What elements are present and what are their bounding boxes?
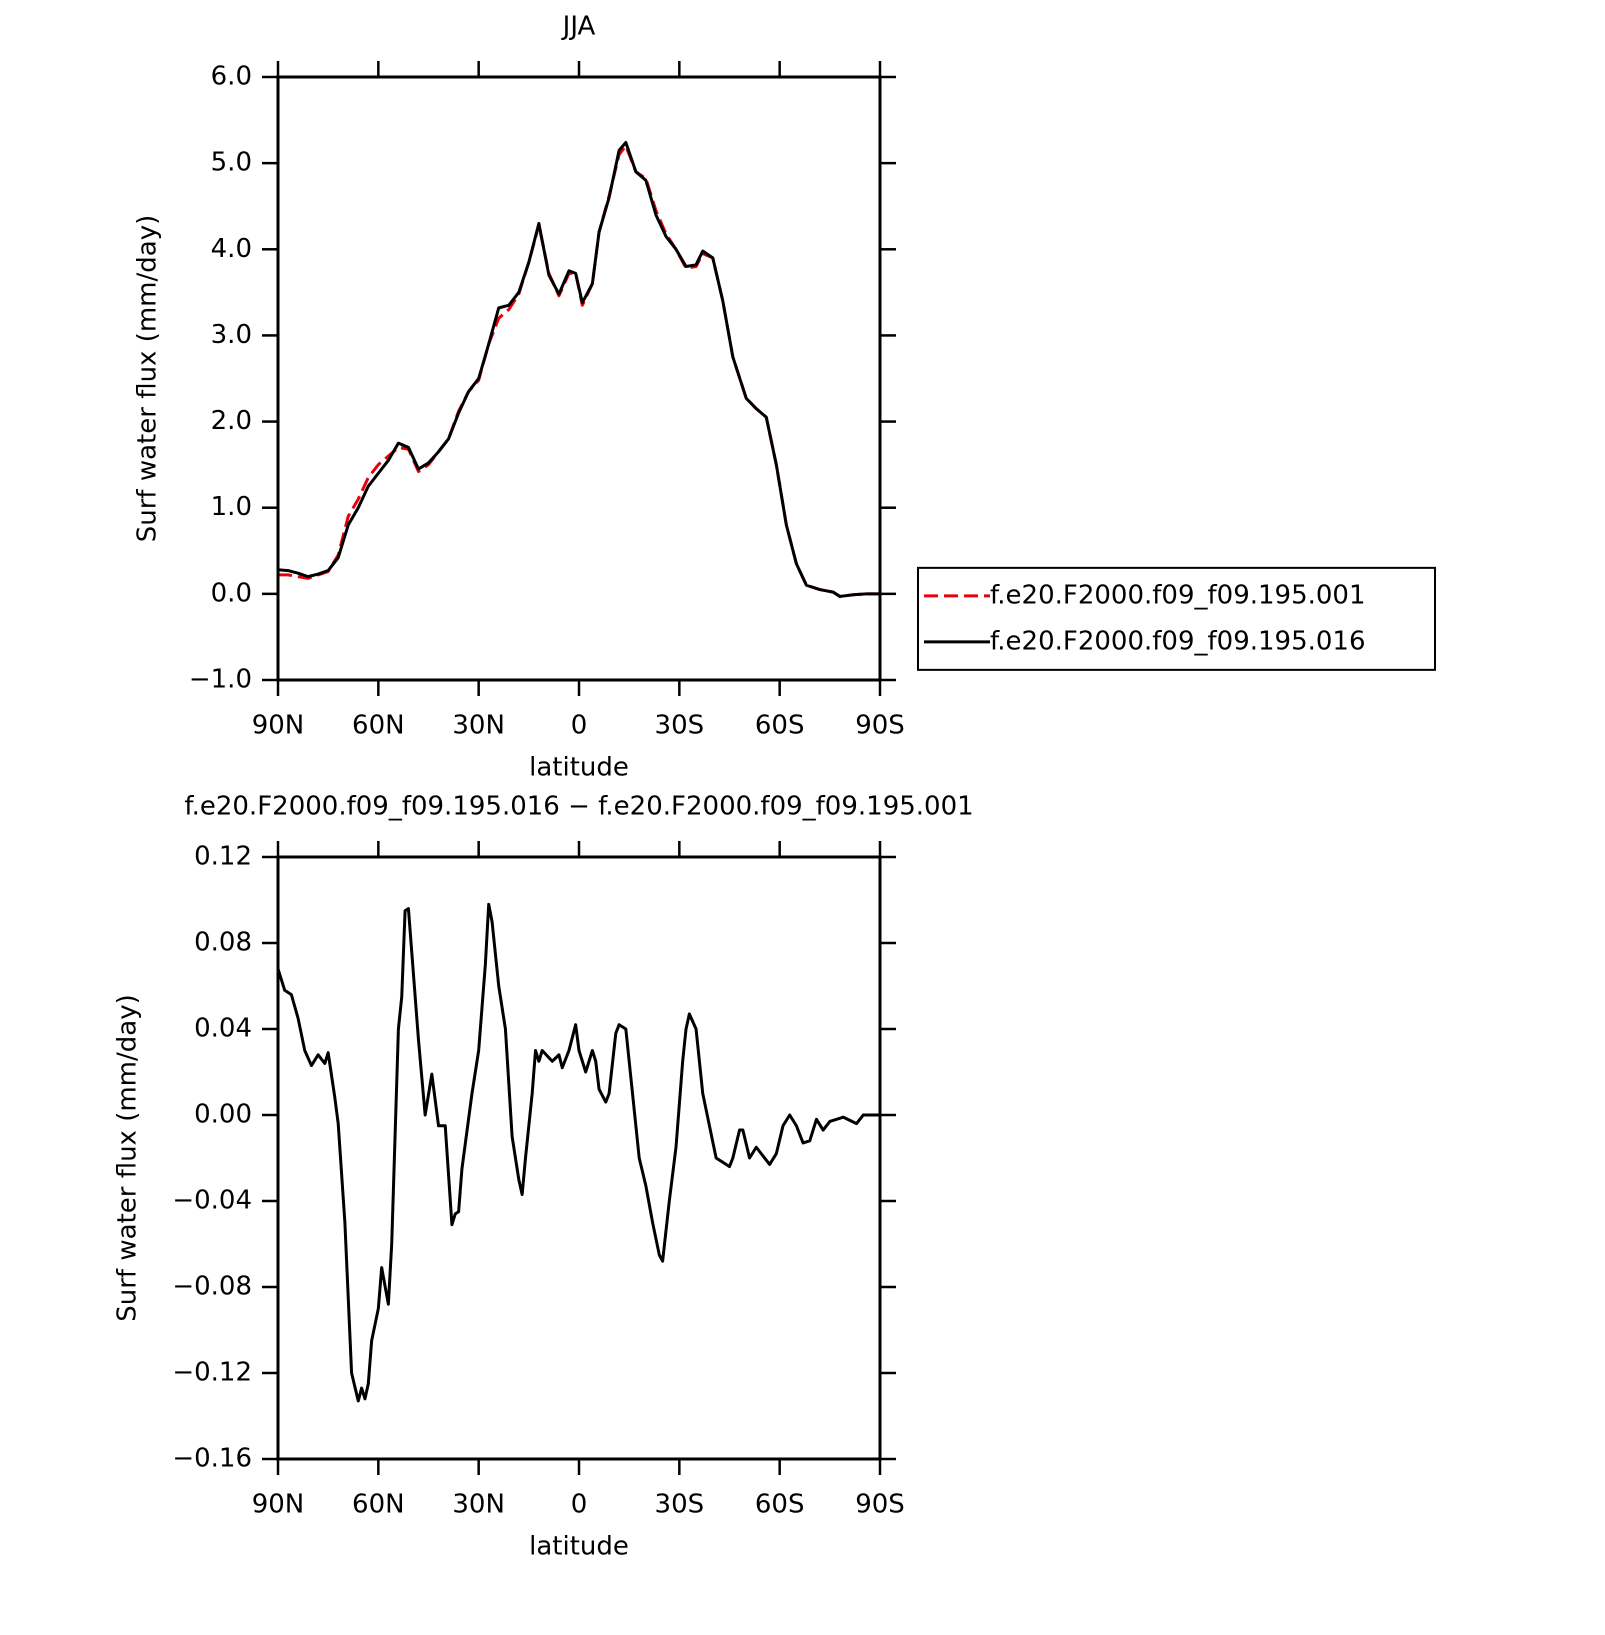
legend-label: f.e20.F2000.f09_f09.195.016 [990, 626, 1366, 656]
y-tick-label: −0.12 [172, 1358, 252, 1388]
y-tick-label: 0.0 [211, 578, 252, 608]
y-tick-label: 2.0 [211, 406, 252, 436]
y-tick-label: 0.08 [194, 928, 252, 958]
x-tick-label: 60N [352, 1490, 405, 1520]
data-line [276, 902, 880, 1403]
x-tick-label: 60S [755, 1490, 805, 1520]
x-tick-label: 0 [571, 711, 588, 741]
y-tick-label: 4.0 [211, 234, 252, 264]
y-tick-label: 0.04 [194, 1014, 252, 1044]
y-tick-label: 3.0 [211, 320, 252, 350]
plot-frame [276, 855, 882, 1461]
y-axis-label: Surf water flux (mm/day) [113, 994, 143, 1321]
data-line [277, 140, 880, 598]
x-tick-label: 30S [655, 711, 705, 741]
x-tick-label: 90N [252, 711, 305, 741]
x-tick-label: 30N [452, 1490, 505, 1520]
x-tick-label: 60S [755, 711, 805, 741]
y-tick-label: −0.16 [172, 1444, 252, 1474]
x-tick-label: 90S [855, 1490, 905, 1520]
x-tick-label: 90S [855, 711, 905, 741]
y-tick-label: −1.0 [189, 665, 252, 695]
legend-box [917, 566, 1436, 671]
y-tick-label: 5.0 [211, 148, 252, 178]
data-line [278, 144, 880, 598]
x-axis-label: latitude [529, 753, 629, 783]
y-tick-label: 1.0 [211, 492, 252, 522]
chart-title: JJA [561, 12, 596, 42]
x-tick-label: 30S [655, 1490, 705, 1520]
y-tick-label: 0.00 [194, 1100, 252, 1130]
legend-label: f.e20.F2000.f09_f09.195.001 [990, 580, 1366, 610]
x-tick-label: 60N [352, 711, 405, 741]
plot-frame [276, 75, 882, 682]
y-tick-label: 0.12 [194, 842, 252, 872]
y-axis-label: Surf water flux (mm/day) [133, 215, 163, 542]
x-tick-label: 30N [452, 711, 505, 741]
x-tick-label: 90N [252, 1490, 305, 1520]
y-tick-label: −0.08 [172, 1272, 252, 1302]
y-tick-label: −0.04 [172, 1186, 252, 1216]
chart-title: f.e20.F2000.f09_f09.195.016 − f.e20.F200… [184, 792, 973, 822]
x-axis-label: latitude [529, 1532, 629, 1562]
x-tick-label: 0 [571, 1490, 588, 1520]
y-tick-label: 6.0 [211, 62, 252, 92]
